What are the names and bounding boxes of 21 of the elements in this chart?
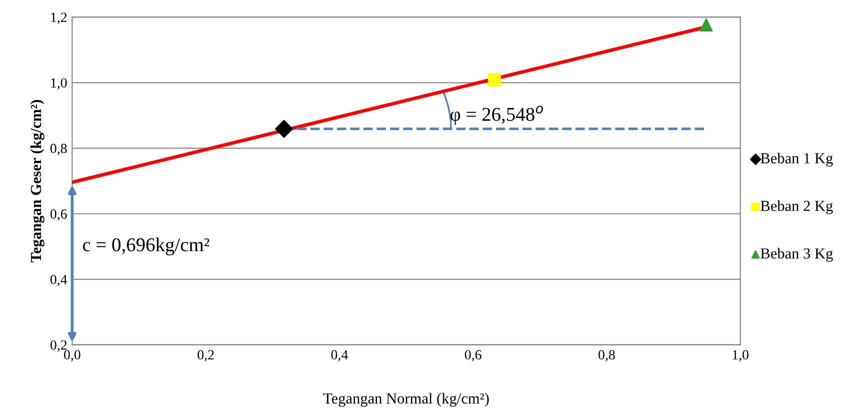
y-tick-label: 1,0 xyxy=(51,78,67,90)
y-tick-label: 0,2 xyxy=(50,340,67,352)
x-tick-label: 0,6 xyxy=(464,350,482,362)
y-tick-label: 0,8 xyxy=(50,144,67,156)
annotation: c = 0,696kg/cm² xyxy=(82,238,210,256)
y-tick-label: 0,6 xyxy=(50,209,67,221)
y-axis-title: Tegangan Geser (kg/cm²) xyxy=(30,100,44,262)
y-tick-label: 1,2 xyxy=(51,12,67,24)
legend-label: Beban 1 Kg xyxy=(760,152,833,167)
point xyxy=(488,74,501,87)
y-tick-label: 0,4 xyxy=(50,274,68,286)
legend-label: Beban 2 Kg xyxy=(760,200,833,214)
x-tick-label: 0,0 xyxy=(64,350,80,362)
x-tick-label: 0,4 xyxy=(331,350,348,362)
point xyxy=(700,18,713,32)
x-tick-label: 1,0 xyxy=(732,350,748,362)
x-tick-label: 0,8 xyxy=(598,350,615,362)
point xyxy=(275,120,293,138)
x-axis-title: Tegangan Normal (kg/cm²) xyxy=(323,392,489,407)
legend-label: Beban 3 Kg xyxy=(760,248,833,262)
x-tick-label: 0,2 xyxy=(198,350,214,362)
